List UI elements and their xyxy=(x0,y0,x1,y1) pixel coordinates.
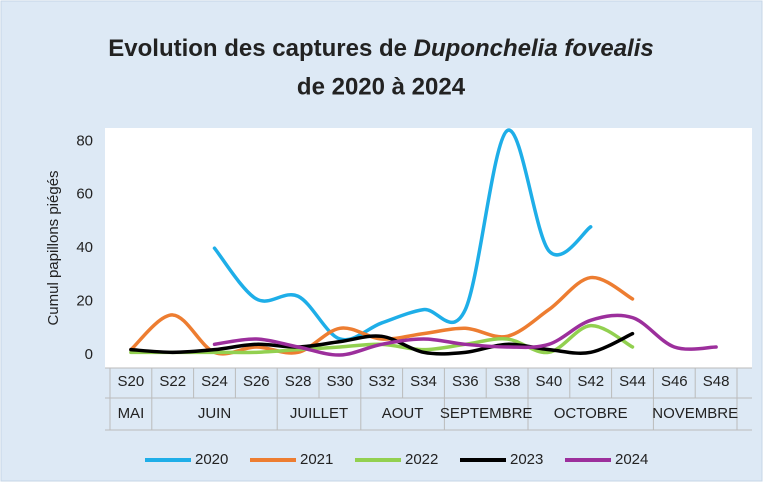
x-tick-label: S34 xyxy=(410,373,437,390)
x-tick-label: S46 xyxy=(661,373,688,390)
x-tick-label: S24 xyxy=(201,373,228,390)
y-tick-label: 40 xyxy=(76,239,93,256)
legend-label: 2021 xyxy=(300,451,333,468)
x-tick-label: S22 xyxy=(159,373,186,390)
y-tick-label: 0 xyxy=(85,346,93,363)
chart-title: Evolution des captures de Duponchelia fo… xyxy=(108,35,653,62)
y-tick-label: 80 xyxy=(76,132,93,149)
legend-label: 2022 xyxy=(405,451,438,468)
x-tick-label: S38 xyxy=(494,373,521,390)
legend-label: 2020 xyxy=(195,451,228,468)
x-group-label: NOVEMBRE xyxy=(652,405,738,422)
x-tick-label: S40 xyxy=(536,373,563,390)
series-line xyxy=(212,313,718,357)
x-tick-label: S42 xyxy=(577,373,604,390)
x-group-label: MAI xyxy=(118,405,145,422)
series-line xyxy=(129,331,635,356)
x-tick-label: S36 xyxy=(452,373,479,390)
x-tick-label: S26 xyxy=(243,373,270,390)
chart-subtitle: de 2020 à 2024 xyxy=(297,73,466,100)
x-tick-label: S28 xyxy=(285,373,312,390)
x-group-label: AOUT xyxy=(382,405,424,422)
legend-label: 2024 xyxy=(615,451,648,468)
x-tick-label: S32 xyxy=(368,373,395,390)
x-group-label: SEPTEMBRE xyxy=(440,405,533,422)
x-tick-label: S30 xyxy=(327,373,354,390)
x-group-label: JUILLET xyxy=(290,405,348,422)
series-line xyxy=(212,128,593,342)
y-tick-label: 20 xyxy=(76,293,93,310)
x-group-label: OCTOBRE xyxy=(554,405,628,422)
x-tick-label: S44 xyxy=(619,373,646,390)
y-axis-label: Cumul papillons piégés xyxy=(45,170,62,325)
legend-label: 2023 xyxy=(510,451,543,468)
y-tick-label: 60 xyxy=(76,186,93,203)
x-tick-label: S20 xyxy=(118,373,145,390)
x-group-label: JUIN xyxy=(198,405,231,422)
x-tick-label: S48 xyxy=(703,373,730,390)
